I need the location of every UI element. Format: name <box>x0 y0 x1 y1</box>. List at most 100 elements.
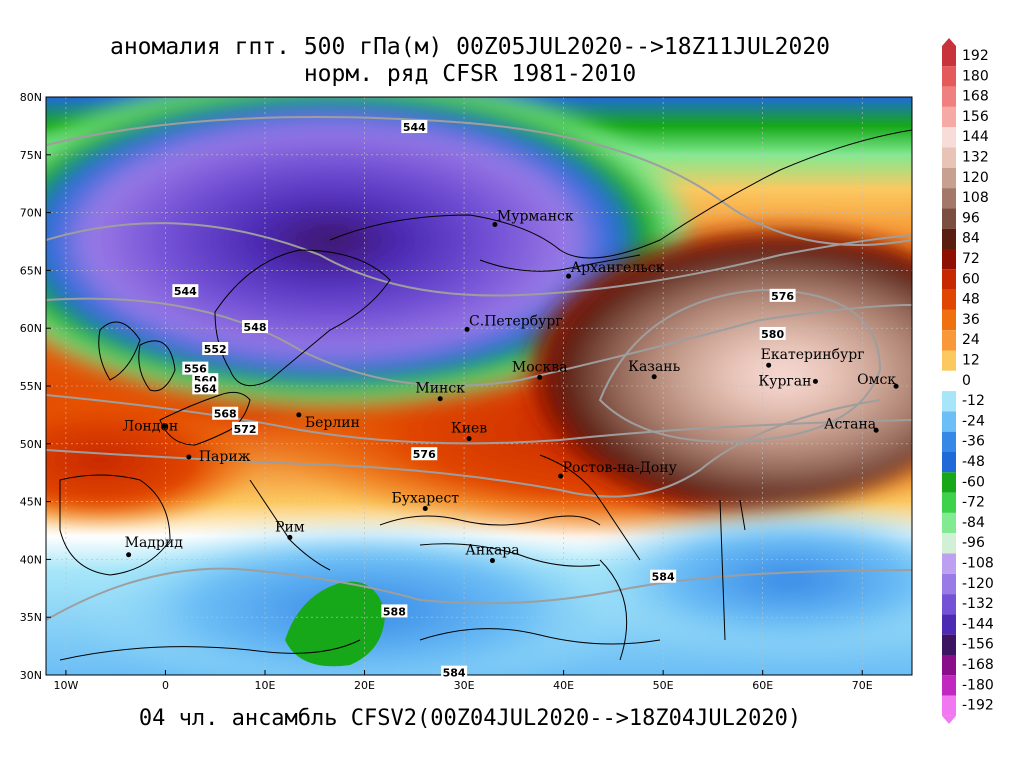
contour-label-box <box>441 665 468 679</box>
contour-label-box <box>401 120 428 134</box>
city-label: Москва <box>512 359 568 375</box>
legend-value: 120 <box>962 170 989 186</box>
city-label: Анкара <box>465 543 519 559</box>
city-dot <box>126 552 132 558</box>
coastlines-borders <box>59 129 912 661</box>
legend-swatch <box>942 391 956 412</box>
legend-swatch <box>942 86 956 107</box>
lon-tick-label: 40E <box>553 679 574 692</box>
legend-arrow-bottom <box>942 715 956 724</box>
legend-value: -132 <box>962 596 994 612</box>
lat-tick-label: 30N <box>20 669 42 682</box>
legend-swatch <box>942 492 956 513</box>
legend-value: -96 <box>962 535 985 551</box>
contour-label: 576 <box>413 448 436 461</box>
legend-swatch <box>942 46 956 67</box>
lon-tick-label: 10E <box>255 679 276 692</box>
legend-value: -36 <box>962 434 985 450</box>
legend-swatch <box>942 106 956 128</box>
contour-label-box <box>202 342 229 356</box>
city-label: Киев <box>451 421 487 437</box>
city-label: С.Петербург <box>469 313 563 329</box>
contour-label-box <box>759 326 786 340</box>
green-anomaly-patch <box>285 581 385 667</box>
legend-value: 96 <box>962 210 980 226</box>
lat-tick-label: 35N <box>20 611 42 624</box>
legend-value: -144 <box>962 616 994 632</box>
legend-value: 192 <box>962 48 989 64</box>
city-dot <box>893 383 899 389</box>
legend-value: 144 <box>962 129 989 145</box>
legend-value: -72 <box>962 495 985 511</box>
legend-swatch <box>942 452 956 473</box>
city-dot <box>422 506 428 512</box>
contour-label: 568 <box>214 408 237 421</box>
city-label: Курган <box>758 373 811 389</box>
geopotential-contours <box>46 116 912 621</box>
city-label: Бухарест <box>391 491 459 507</box>
map-axes: 80N 75N 70N 65N 60N 55N 50N 45N 40N 35N 30N 10W 0 10E… <box>20 91 873 692</box>
contour-label-box <box>172 284 199 298</box>
legend-swatch <box>942 188 956 209</box>
city-dot <box>537 374 543 380</box>
city-dot <box>464 326 470 332</box>
lon-tick-label: 60E <box>752 679 773 692</box>
contour-label: 564 <box>194 382 217 395</box>
legend-value: 168 <box>962 89 989 105</box>
contour-label: 580 <box>761 328 784 341</box>
legend-value: 12 <box>962 353 980 369</box>
contour-label-box <box>242 320 269 334</box>
legend-swatch <box>942 533 956 554</box>
legend-value: 156 <box>962 109 989 125</box>
legend-swatch <box>942 431 956 452</box>
legend-value: -24 <box>962 413 985 429</box>
city-label: Омск <box>857 372 896 388</box>
city-dot <box>566 273 572 279</box>
contour-label: 552 <box>204 343 227 356</box>
contour-label: 588 <box>383 605 406 618</box>
lon-tick-label: 70E <box>852 679 873 692</box>
lat-tick-label: 45N <box>20 496 42 509</box>
city-markers: Мурманск Архангельск С.Петербург Минск Москв… <box>122 209 899 564</box>
color-legend: 1921801681561441321201089684726048362412… <box>942 38 994 724</box>
legend-value: 180 <box>962 68 989 84</box>
lon-tick-label: 30E <box>454 679 475 692</box>
legend-value: 0 <box>962 373 971 389</box>
contour-label-box <box>182 361 209 375</box>
contour-label-box <box>411 447 438 461</box>
contour-label: 548 <box>244 321 267 334</box>
legend-swatch <box>942 269 956 290</box>
legend-swatch <box>942 167 956 189</box>
lon-tick-label: 10W <box>53 679 78 692</box>
legend-swatch <box>942 309 956 331</box>
legend-swatch <box>942 655 956 676</box>
legend-swatch <box>942 573 956 595</box>
map-title-line2: норм. ряд CFSR 1981-2010 <box>303 61 637 87</box>
city-label: Минск <box>415 381 465 397</box>
lat-tick-label: 50N <box>20 438 42 451</box>
city-dot <box>186 454 192 460</box>
lon-tick-label: 50E <box>653 679 674 692</box>
legend-swatch <box>942 614 956 635</box>
city-label: Екатеринбург <box>761 347 865 363</box>
city-label: Лондон <box>122 418 178 434</box>
lat-tick-label: 55N <box>20 380 42 393</box>
legend-value: 36 <box>962 312 980 328</box>
city-label: Архангельск <box>571 260 665 276</box>
lat-tick-label: 75N <box>20 149 42 162</box>
contour-label: 572 <box>234 423 257 436</box>
legend-value: 108 <box>962 190 989 206</box>
contour-label: 544 <box>174 285 197 298</box>
city-dot <box>558 473 564 479</box>
city-label: Берлин <box>305 415 360 431</box>
legend-swatch <box>942 411 956 432</box>
legend-value: -192 <box>962 698 994 714</box>
contour-label-box <box>381 604 408 618</box>
contour-label-box <box>192 381 219 395</box>
legend-swatch <box>942 289 956 310</box>
lat-tick-label: 65N <box>20 264 42 277</box>
city-label: Париж <box>199 449 251 465</box>
legend-value: 72 <box>962 251 980 267</box>
legend-swatch <box>942 675 956 696</box>
legend-value: 48 <box>962 292 980 308</box>
